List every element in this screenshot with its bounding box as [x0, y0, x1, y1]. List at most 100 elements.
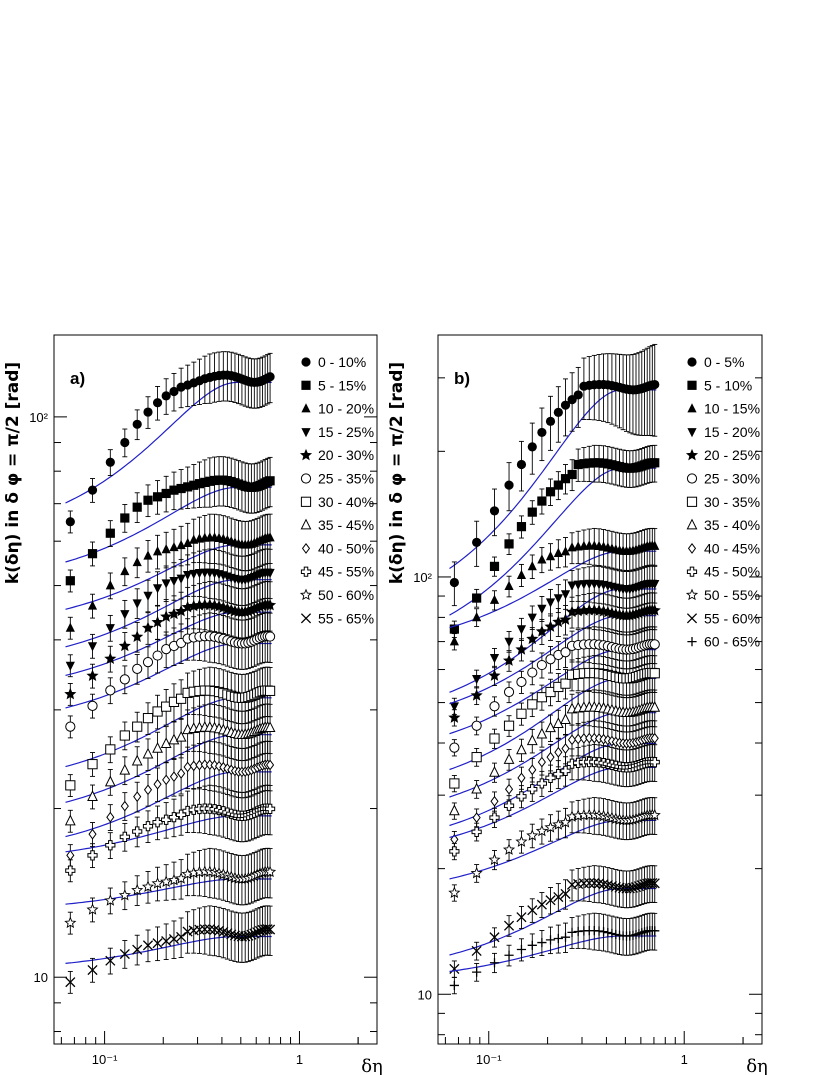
data-point — [503, 800, 515, 811]
data-point — [449, 702, 459, 712]
data-point — [567, 581, 577, 591]
data-point — [516, 944, 527, 955]
data-point — [142, 657, 154, 668]
data-point — [489, 932, 500, 943]
data-point — [594, 926, 604, 936]
data-point — [264, 865, 277, 878]
data-point — [176, 539, 186, 550]
data-point — [527, 784, 538, 795]
data-point — [264, 803, 276, 815]
y-tick-label: 10 — [34, 970, 48, 985]
legend-entry: 15 - 25% — [301, 424, 374, 440]
data-point — [131, 630, 144, 642]
legend-marker — [685, 588, 699, 601]
data-point — [152, 741, 163, 753]
legend-marker — [687, 542, 697, 554]
data-point — [182, 926, 193, 937]
data-point — [516, 676, 527, 688]
legend-marker — [687, 357, 697, 367]
data-point — [648, 604, 661, 616]
data-point — [64, 814, 76, 826]
legend-label: 45 - 55% — [318, 564, 374, 580]
data-point — [516, 708, 527, 719]
data-point — [65, 721, 76, 732]
data-point — [611, 929, 621, 940]
panel-a: 10⁻¹ 1 10 10² δη k(δη) in δ φ = π/2 [rad] a) 0 … — [3, 334, 383, 1075]
data-point — [553, 547, 563, 558]
y-tick-label: 10 — [418, 987, 432, 1002]
data-point — [650, 379, 660, 390]
data-point — [553, 768, 564, 780]
data-point — [175, 730, 187, 742]
data-point — [545, 416, 556, 426]
legend-entry: 40 - 50% — [301, 540, 374, 556]
series-5 — [65, 612, 276, 739]
data-point — [264, 631, 276, 642]
data-point — [160, 610, 173, 622]
data-point — [516, 912, 527, 923]
legend-label: 35 - 45% — [318, 517, 374, 533]
data-point — [448, 804, 460, 816]
data-point — [527, 905, 538, 916]
series-10 — [448, 797, 661, 902]
data-point — [105, 580, 115, 590]
data-point — [119, 730, 130, 741]
data-point — [602, 879, 613, 891]
data-point — [264, 598, 277, 611]
data-point — [504, 950, 514, 960]
legend-entry: 10 - 15% — [687, 401, 760, 417]
series-11 — [65, 905, 276, 994]
data-point — [132, 599, 142, 609]
data-point — [560, 888, 571, 899]
data-point — [169, 576, 179, 587]
legend-marker — [687, 637, 697, 647]
data-point — [152, 546, 163, 556]
data-point — [131, 883, 144, 896]
legend-label: 5 - 10% — [704, 377, 752, 393]
data-point — [649, 700, 661, 712]
data-point — [536, 692, 547, 703]
data-point — [177, 768, 186, 779]
data-point — [265, 532, 275, 542]
data-point — [553, 594, 563, 604]
data-point — [502, 843, 516, 855]
x-tick-label: 1 — [296, 1052, 303, 1067]
data-point — [489, 594, 500, 604]
data-point — [160, 875, 173, 887]
data-point — [545, 598, 556, 608]
legend-marker — [299, 588, 313, 601]
data-point — [589, 458, 599, 468]
data-point — [598, 927, 609, 937]
plot-frame — [437, 334, 763, 1045]
data-point — [65, 865, 76, 876]
data-point — [143, 591, 153, 601]
data-point — [527, 667, 538, 678]
series-12 — [449, 912, 660, 995]
legend-label: 40 - 45% — [704, 540, 760, 556]
data-point — [87, 600, 98, 610]
data-point — [152, 492, 163, 502]
data-point — [537, 604, 547, 614]
data-point — [119, 948, 130, 960]
legend-marker — [686, 613, 698, 624]
data-point — [504, 480, 514, 490]
legend-entry: 15 - 20% — [687, 424, 760, 440]
data-point — [104, 894, 117, 906]
data-point — [650, 540, 660, 550]
data-point — [489, 958, 500, 968]
data-point — [152, 650, 163, 661]
data-point — [87, 850, 98, 861]
data-point — [143, 407, 153, 417]
data-point — [504, 580, 514, 591]
data-point — [559, 613, 572, 625]
data-point — [118, 639, 131, 652]
data-point — [152, 584, 163, 594]
data-point — [448, 886, 461, 898]
data-point — [142, 747, 154, 759]
data-point — [87, 790, 98, 801]
legend-label: 40 - 50% — [318, 540, 374, 556]
legend-entry: 30 - 40% — [300, 494, 374, 510]
legend-entry: 35 - 45% — [300, 517, 374, 533]
legend-label: 15 - 20% — [704, 424, 760, 440]
data-point — [119, 674, 130, 685]
